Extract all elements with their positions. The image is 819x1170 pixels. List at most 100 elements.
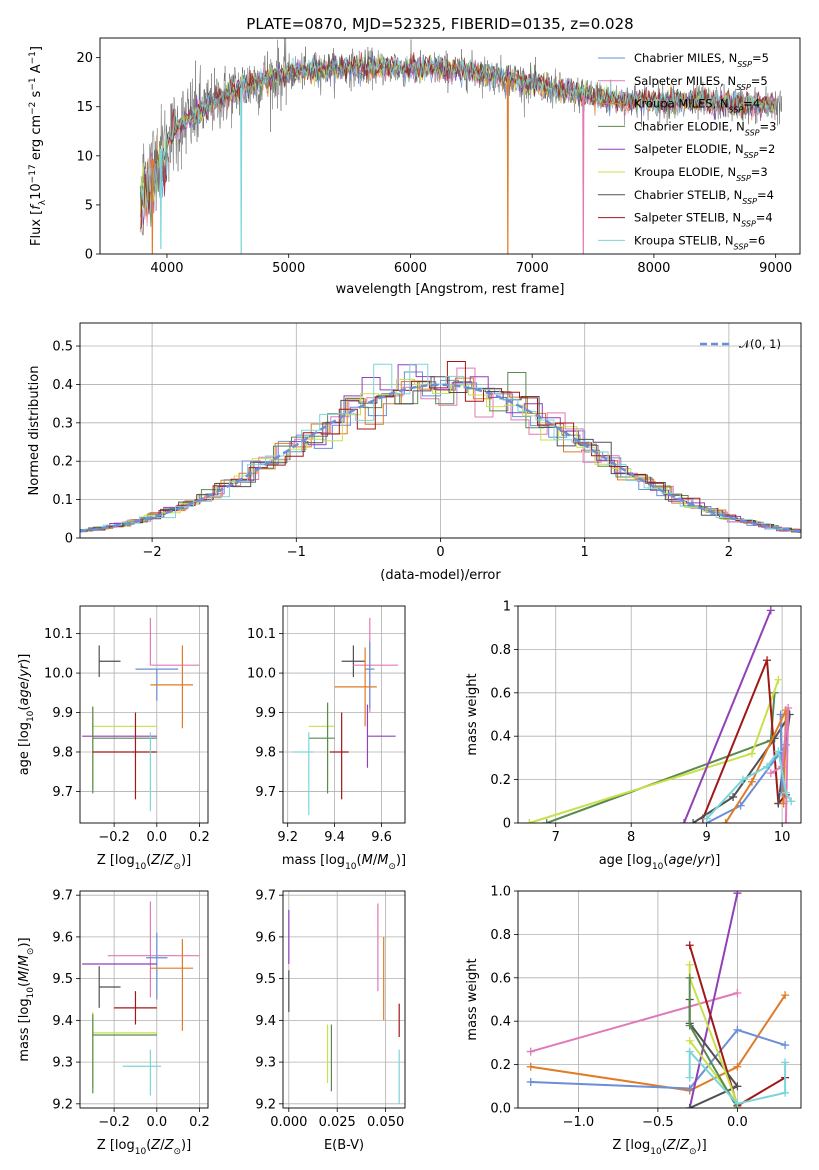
y-tick-label: 0 [85,248,93,263]
y-axis-label-part: f [29,203,44,210]
y-tick-label: 1.0 [490,885,511,900]
y-tick-label: 15 [76,100,93,115]
panels: 4000 5000 6000 7000 8000 900005101520waveleng… [17,37,802,1157]
weight-marker [680,819,689,823]
legend-entry: Chabrier ELODIE, NSSP=3 [634,119,776,137]
y-axis-label-part: )] [17,937,32,947]
x-tick-label: 0.0 [146,830,167,845]
x-tick-label: 0.050 [367,1115,404,1130]
x-tick-label: 7000 [516,261,549,276]
panel-age-vs-Z: −0.2 0.0 0.29.79.89.910.010.1Z [log10(Z/Z⊙… [17,605,210,872]
weight-marker [784,703,793,712]
weight-marker [781,1088,790,1097]
panel-residuals: −2 −1 0 1 2 0 0.1 0.2 0.3 0.4 0.5 (data-model)/erro… [27,322,802,583]
legend-sub: SSP [736,82,751,91]
y-tick-label: 0.4 [52,378,73,393]
x-tick-label: 8 [627,830,635,845]
legend-label: Salpeter STELIB, N [634,211,741,225]
y-tick-label: 0.8 [490,928,511,943]
x-axis-label-part: Z [log [97,1138,135,1153]
legend-suffix: =3 [760,119,777,133]
y-tick-label: 0.4 [490,1015,511,1030]
x-axis-label: wavelength [Angstrom, rest frame] [336,282,565,297]
legend-label: 𝒩(0, 1) [739,337,781,351]
y-tick-label: 9.8 [255,745,276,760]
x-axis-label: Z [log10(Z/Z⊙)] [97,1138,191,1157]
y-tick-label: 9.5 [52,972,73,987]
x-axis-label-part: 10 [652,862,664,872]
legend-sub: SSP [744,151,759,160]
legend-entry: Kroupa STELIB, NSSP=6 [634,233,765,251]
legend-suffix: =5 [752,51,769,65]
y-tick-label: 9.7 [52,889,73,904]
x-axis-label-part: E(B-V) [324,1138,364,1153]
spectrum-dip [582,95,585,254]
y-axis-label-part: λ [38,199,48,205]
axes-frame [99,37,801,255]
x-tick-label: −0.5 [642,1115,674,1130]
weight-line-kroupa-elodie [688,964,739,1105]
y-axis-label-part: 10 [29,183,44,200]
y-tick-label: 9.9 [255,706,276,721]
weight-marker [685,960,694,969]
x-axis-label-part: / [160,1138,165,1153]
x-axis-label-part: ( [357,853,362,868]
x-axis-label-part: Z [log [612,1138,650,1153]
x-tick-label: 0.2 [189,1115,210,1130]
x-axis-label-part: age [log [599,853,652,868]
x-axis-label-part: )] [396,853,406,868]
model-line-kroupa-stelib [140,53,776,217]
y-axis-label-part: M [17,955,32,966]
x-axis-label: age [log10(age/yr)] [599,853,721,872]
y-tick-label: 10.1 [44,627,73,642]
x-axis-label-part: yr [696,853,712,868]
y-tick-label: 9.6 [255,930,276,945]
x-axis-label-part: Z [150,853,161,868]
weight-marker [736,801,745,810]
axes-frame [79,890,209,1109]
hist-salpeter-stelib [80,361,801,533]
x-axis-label-part: Z [666,1138,677,1153]
legend-sub: SSP [737,60,752,69]
y-tick-label: 0.0 [490,1102,511,1117]
x-tick-label: 7 [552,830,560,845]
y-axis-label-part: ⊙ [26,948,36,956]
legend-sub: SSP [745,128,760,137]
x-axis-label-part: 10 [135,1147,147,1157]
y-tick-label: 9.7 [52,785,73,800]
weight-marker [525,819,534,823]
weight-marker [685,1021,694,1030]
y-axis-label-part: −1 [28,77,38,90]
x-axis-label-part: 10 [135,862,147,872]
legend-entry: Salpeter MILES, NSSP=5 [634,74,768,92]
y-tick-label: 0.2 [52,455,73,470]
plot-area [525,606,796,823]
weight-marker [526,1062,535,1071]
normal-curve [80,383,801,533]
weight-marker [733,988,742,997]
x-axis-label: Z [log10(Z/Z⊙)] [97,853,191,872]
spectrum-dip [159,148,162,250]
plot-area [82,617,200,812]
y-tick-label: 0.4 [490,730,511,745]
legend-sub: SSP [729,105,744,114]
x-tick-label: −0.2 [98,830,130,845]
spectrum-dip [151,159,154,254]
weight-marker [702,814,711,823]
x-tick-label: 9.4 [324,830,345,845]
legend-sub: SSP [741,219,756,228]
panel-mass-vs-EBV: 0.000 0.025 0.050 9.2 9.3 9.4 9.5 9.6 9.7 E(B-V) [255,889,406,1153]
y-tick-label: 0.3 [52,416,73,431]
y-axis-label-part: )] [17,654,32,664]
y-tick-label: 10.0 [247,667,276,682]
weight-marker [747,749,756,758]
weight-marker [526,1077,535,1086]
y-tick-label: 0.1 [52,493,73,508]
spectrum-dip [240,88,243,254]
weight-line-kroupa-miles [724,709,787,823]
weight-line-kroupa-stelib [705,748,793,820]
x-axis-label-part: )] [181,853,191,868]
legend-label: Kroupa ELODIE, N [634,165,736,179]
y-axis-label: Normed distribution [27,366,42,496]
legend-label: Kroupa MILES, N [634,97,729,111]
